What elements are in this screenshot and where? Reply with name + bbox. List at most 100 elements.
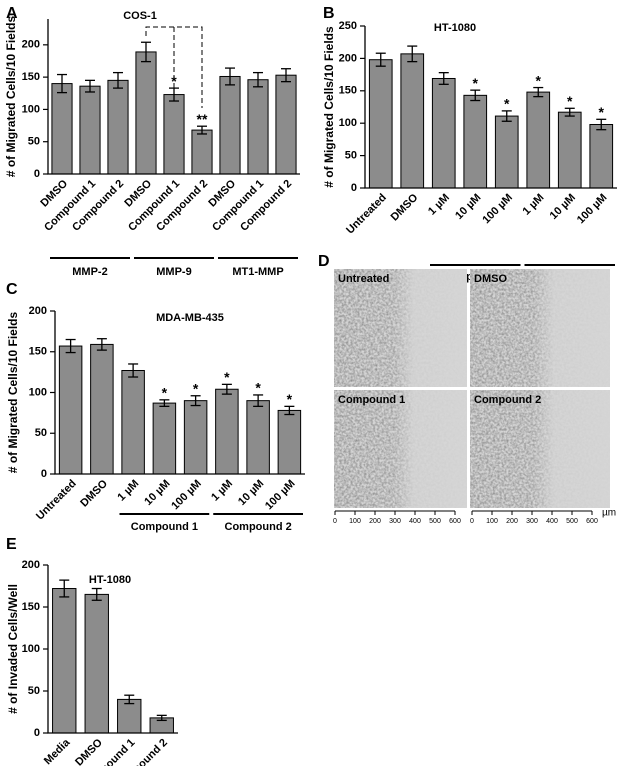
- significance-mark: *: [162, 385, 168, 401]
- scale-unit: µm: [602, 508, 616, 519]
- chart-title: HT-1080: [434, 22, 476, 34]
- bar: [431, 77, 456, 189]
- y-tick-label: 250: [339, 20, 357, 32]
- group-label: Compound 2: [225, 521, 292, 533]
- x-tick-label: 10 µM: [548, 192, 578, 222]
- x-tick-label: 1 µM: [209, 478, 235, 504]
- y-tick-label: 0: [41, 468, 47, 480]
- y-tick-label: 50: [28, 685, 40, 697]
- y-tick-label: 100: [339, 117, 357, 129]
- y-axis-label: # of Migrated Cells/10 Fields: [4, 15, 18, 177]
- x-tick-label: 10 µM: [236, 478, 266, 508]
- x-tick-label: 100 µM: [480, 192, 515, 227]
- scale-tick-label: 200: [506, 518, 518, 525]
- panel-letter: C: [6, 281, 18, 298]
- y-tick-label: 150: [22, 71, 40, 83]
- significance-mark: *: [287, 391, 293, 407]
- y-tick-label: 100: [22, 643, 40, 655]
- significance-mark: *: [504, 96, 510, 112]
- bar: [557, 111, 582, 189]
- bar: [152, 402, 177, 475]
- significance-mark: *: [193, 380, 199, 396]
- y-tick-label: 50: [35, 427, 47, 439]
- y-tick-label: 0: [34, 168, 40, 180]
- bar: [58, 345, 83, 475]
- scale-tick-label: 200: [369, 518, 381, 525]
- bar: [117, 698, 142, 734]
- bar: [494, 115, 519, 189]
- bar: [219, 75, 241, 175]
- chart-title: COS-1: [123, 10, 157, 22]
- x-tick-label: DMSO: [73, 736, 105, 766]
- bar: [368, 59, 393, 189]
- scale-tick-label: 600: [586, 518, 598, 525]
- bar: [107, 79, 129, 175]
- significance-mark: *: [567, 93, 573, 109]
- y-tick-label: 0: [34, 727, 40, 739]
- bar: [463, 94, 488, 189]
- bar: [135, 51, 157, 175]
- scale-tick-label: 300: [389, 518, 401, 525]
- scale-tick-label: 400: [546, 518, 558, 525]
- micrograph-label: DMSO: [474, 273, 507, 285]
- x-tick-label: 1 µM: [426, 192, 452, 218]
- y-tick-label: 150: [339, 85, 357, 97]
- y-tick-label: 50: [28, 136, 40, 148]
- significance-mark: *: [171, 73, 177, 89]
- significance-mark: *: [224, 369, 230, 385]
- axes: [364, 26, 617, 189]
- bar: [247, 79, 269, 175]
- x-tick-label: Untreated: [344, 192, 389, 237]
- x-tick-label: Media: [42, 736, 73, 766]
- bar: [163, 94, 185, 175]
- scale-tick-label: 300: [526, 518, 538, 525]
- scale-tick-label: 600: [449, 518, 461, 525]
- bar: [90, 343, 114, 475]
- significance-mark: *: [536, 72, 542, 88]
- scale-tick-label: 500: [429, 518, 441, 525]
- y-tick-label: 200: [22, 559, 40, 571]
- y-tick-label: 150: [29, 346, 47, 358]
- scale-tick-label: 400: [409, 518, 421, 525]
- micrograph-label: Untreated: [338, 273, 389, 285]
- panel-letter: B: [323, 5, 335, 22]
- bar: [84, 593, 109, 734]
- y-axis-label: # of Migrated Cells/10 Fields: [6, 311, 20, 473]
- significance-mark: **: [197, 111, 208, 127]
- significance-mark: *: [473, 75, 479, 91]
- panel-letter: E: [6, 536, 17, 553]
- cell-texture: [334, 269, 467, 387]
- y-tick-label: 200: [339, 52, 357, 64]
- cell-texture: [334, 390, 467, 508]
- bar: [121, 369, 145, 475]
- significance-mark: *: [255, 380, 261, 396]
- x-tick-label: 100 µM: [575, 192, 610, 227]
- bar: [52, 588, 77, 734]
- y-axis-label: # of Migrated Cells/10 Fields: [322, 26, 336, 188]
- y-axis-label: # of Invaded Cells/Well: [6, 584, 20, 714]
- bar: [79, 85, 101, 175]
- chart-title: MDA-MB-435: [156, 312, 224, 324]
- micrograph-label: Compound 2: [474, 394, 541, 406]
- x-tick-label: 1 µM: [115, 478, 141, 504]
- group-label: MMP-2: [72, 266, 107, 278]
- x-tick-label: 10 µM: [142, 478, 172, 508]
- y-tick-label: 200: [22, 39, 40, 51]
- bar: [277, 409, 302, 475]
- y-tick-label: 200: [29, 305, 47, 317]
- bar: [191, 129, 213, 175]
- x-tick-label: 10 µM: [453, 192, 483, 222]
- bar: [246, 400, 270, 475]
- x-tick-label: 100 µM: [169, 478, 204, 513]
- x-tick-label: Untreated: [34, 478, 79, 523]
- y-tick-label: 50: [345, 150, 357, 162]
- bar: [400, 53, 425, 189]
- panel-letter: D: [318, 253, 330, 270]
- panel-letter: A: [6, 5, 18, 22]
- y-tick-label: 0: [351, 182, 357, 194]
- cell-texture: [470, 390, 610, 508]
- axes: [54, 311, 305, 475]
- group-label: Compound 1: [131, 521, 198, 533]
- scale-tick-label: 0: [470, 518, 474, 525]
